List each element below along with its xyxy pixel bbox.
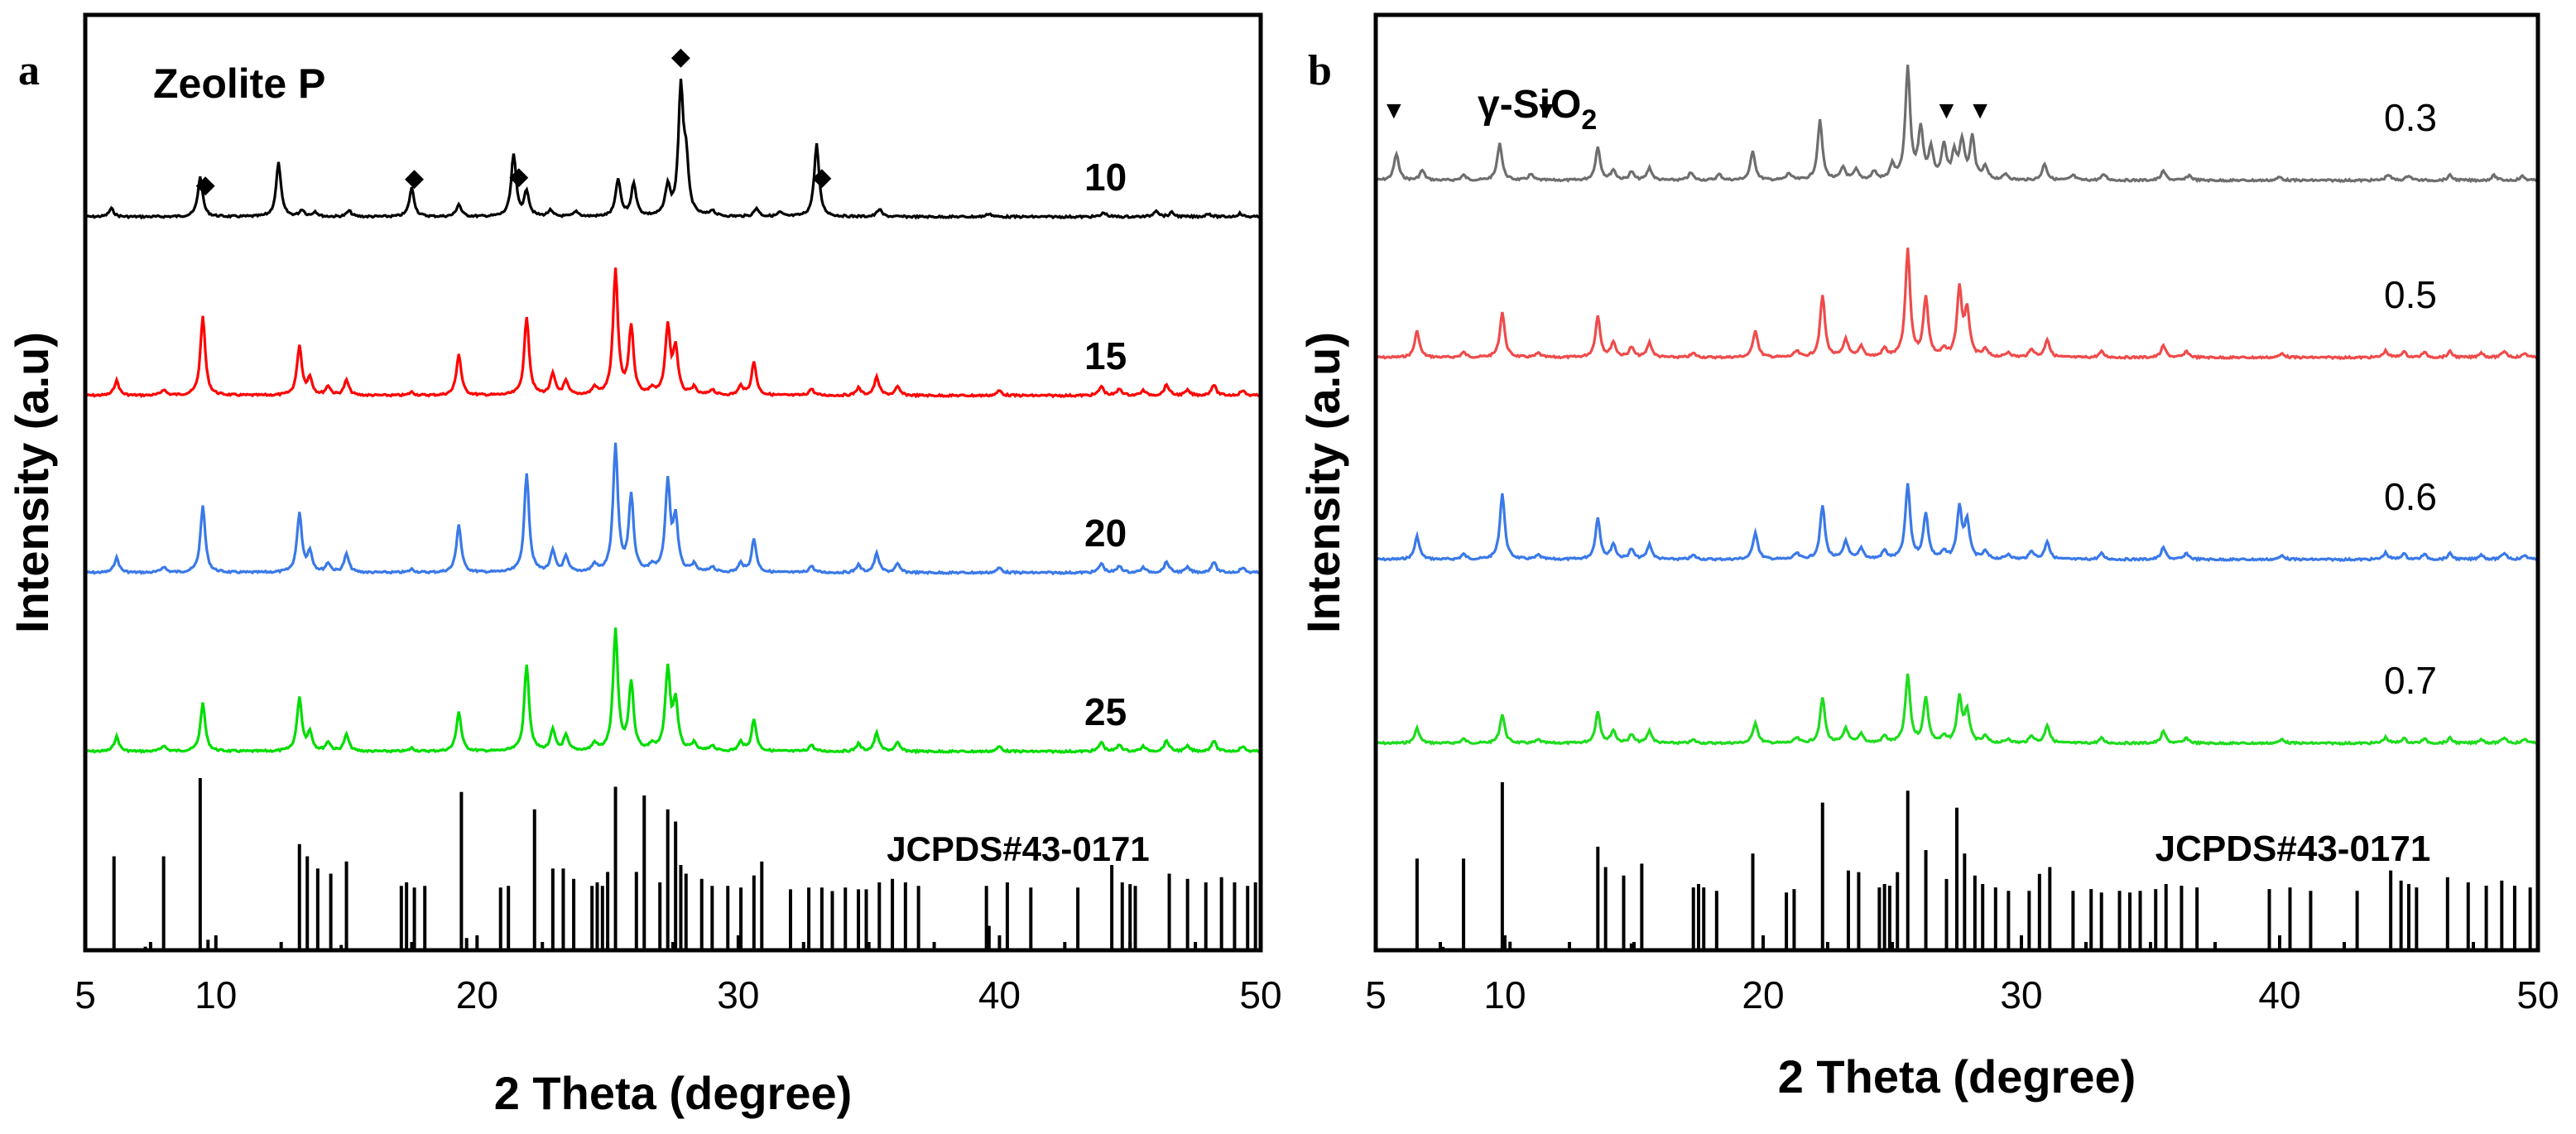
- panel-b-x-tick-label: 40: [2258, 973, 2300, 1016]
- panel-a-series-20-line: [84, 442, 1262, 576]
- panel-b-series-0-6-line: [1375, 483, 2539, 563]
- panel-b-x-tick-label: 30: [2000, 973, 2042, 1016]
- panel-a-series-label-15: 15: [1084, 334, 1127, 377]
- panel-a-peak-marker: ◆: [509, 163, 528, 190]
- panel-a-annotation: Zeolite P: [153, 60, 325, 107]
- panel-a-x-axis-title: 2 Theta (degree): [494, 1067, 853, 1119]
- panel-b-peak-marker: ▼: [1934, 97, 1959, 124]
- panel-a: 10 15 20 25 ◆ ◆ ◆ ◆ ◆ JCPDS#43-0171 5 10 20 30 40 50 a…: [6, 12, 1282, 1119]
- panel-a-series-15-line: [84, 267, 1262, 399]
- panel-a-x-tick-label: 5: [74, 973, 96, 1016]
- panel-b-peak-marker: ▼: [1968, 97, 1992, 124]
- panel-b-series-0-3-line: [1375, 65, 2539, 184]
- panel-a-peak-marker: ◆: [196, 171, 215, 199]
- panel-b-x-tick-label: 50: [2516, 973, 2559, 1016]
- panel-a-peak-marker: ◆: [812, 163, 831, 190]
- panel-b-annotation-subscript: 2: [1581, 104, 1597, 136]
- panel-b-peak-marker: ▼: [1382, 97, 1406, 124]
- panel-b-series-0-7-line: [1375, 673, 2539, 747]
- panel-a-x-tick-label: 30: [717, 973, 759, 1016]
- panel-b-label: b: [1308, 47, 1332, 94]
- panel-a-x-tick-label: 50: [1239, 973, 1281, 1016]
- panel-a-series-25-line: [84, 627, 1262, 755]
- panel-a-x-tick-label: 10: [195, 973, 237, 1016]
- panel-a-series-label-25: 25: [1084, 690, 1127, 733]
- panel-b: 0.3 0.5 0.6 0.7 ▼ ▼ ▼ ▼ JCPDS#43-0171 5 10 20 30 40 5…: [1297, 12, 2559, 1103]
- panel-b-y-axis-title: Intensity (a.u): [1297, 332, 1349, 633]
- panel-a-series-label-10: 10: [1084, 156, 1127, 199]
- panel-a-series-label-20: 20: [1084, 512, 1127, 555]
- panel-b-x-axis-title: 2 Theta (degree): [1778, 1050, 2136, 1103]
- panel-a-reference-label: JCPDS#43-0171: [887, 829, 1150, 868]
- panel-b-series-label-0-3: 0.3: [2384, 96, 2437, 139]
- panel-a-peak-marker: ◆: [405, 165, 424, 192]
- panel-b-x-tick-label: 5: [1365, 973, 1387, 1016]
- panel-b-annotation: γ-SiO2: [1478, 83, 1597, 136]
- panel-b-series-label-0-7: 0.7: [2384, 659, 2437, 702]
- panel-a-peak-marker: ◆: [671, 43, 690, 70]
- panel-b-peak-marker: ▼: [1534, 97, 1559, 124]
- panel-b-series-0-5-line: [1375, 247, 2539, 361]
- panel-a-label: a: [18, 47, 40, 94]
- panel-b-reference-label: JCPDS#43-0171: [2155, 829, 2431, 869]
- panel-b-x-tick-label: 10: [1483, 973, 1526, 1016]
- panel-b-series-label-0-5: 0.5: [2384, 273, 2437, 316]
- panel-a-series-10-line: [84, 79, 1262, 220]
- panel-b-series-label-0-6: 0.6: [2384, 475, 2437, 518]
- panel-b-x-tick-label: 20: [1742, 973, 1784, 1016]
- panel-a-x-tick-label: 20: [456, 973, 498, 1016]
- panel-b-annotation-main: γ-SiO: [1478, 83, 1581, 127]
- panel-a-y-axis-title: Intensity (a.u): [6, 332, 58, 633]
- panel-a-x-tick-label: 40: [978, 973, 1021, 1016]
